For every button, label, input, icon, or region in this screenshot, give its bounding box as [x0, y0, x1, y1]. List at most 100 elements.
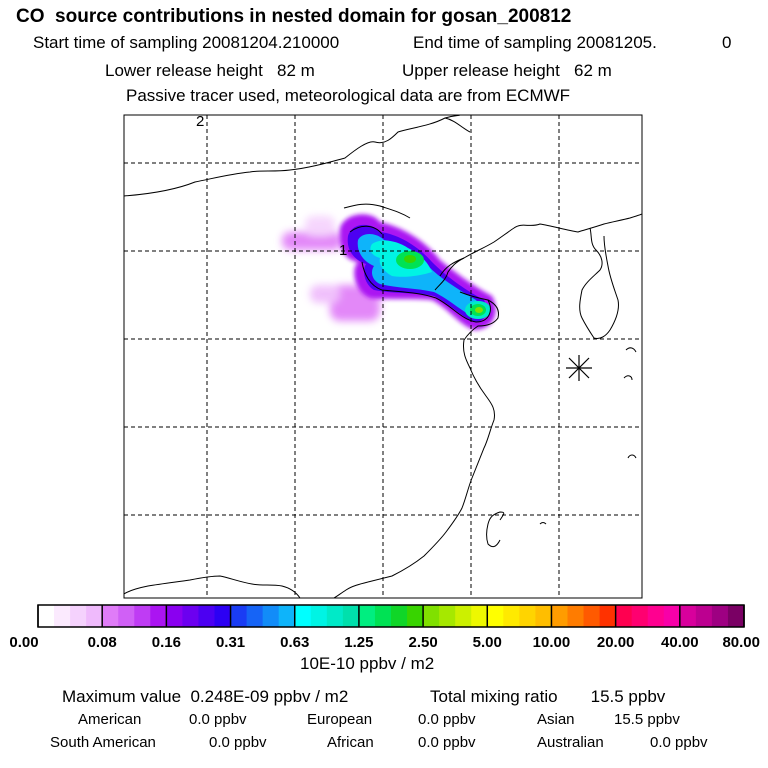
colorbar-cell [54, 605, 71, 627]
colorbar-frame [37, 604, 745, 628]
asian-value: 15.5 ppbv [614, 711, 680, 728]
colorbar-tick-labels: 0.00 0.08 0.16 0.31 0.63 1.25 2.50 5.00 10.00 20.… [9, 634, 760, 651]
colorbar-tick-label: 20.00 [597, 634, 635, 651]
island-1 [625, 347, 637, 353]
colorbar-tick-label: 80.00 [722, 634, 760, 651]
island-3 [627, 454, 637, 459]
australian-value: 0.0 ppbv [650, 734, 708, 751]
colorbar-cell [198, 605, 216, 627]
end-time-suffix: 0 [722, 33, 732, 52]
colorbar-tick-label: 0.08 [88, 634, 117, 651]
grid-label-2: 2 [196, 113, 204, 130]
china-south-coast [333, 581, 369, 598]
lat-lon-grid [124, 115, 642, 598]
colorbar-cell [535, 605, 553, 627]
colorbar-tick-label: 0.16 [152, 634, 181, 651]
colorbar-cell [711, 605, 729, 627]
grid-label-1: 1 [339, 242, 347, 259]
colorbar-cell [166, 605, 184, 627]
colorbar-tick-label: 1.25 [344, 634, 373, 651]
colorbar-unit: 10E-10 ppbv / m2 [300, 654, 435, 673]
border-north-east [444, 117, 471, 133]
colorbar-cell [391, 605, 408, 627]
colorbar-tick-label: 0.00 [9, 634, 38, 651]
colorbar-cell [70, 605, 87, 627]
colorbar-cell [310, 605, 328, 627]
colorbar-cell [326, 605, 344, 627]
bohai-north [439, 257, 465, 277]
colorbar-cell [278, 605, 296, 627]
colorbar-cell [471, 605, 488, 627]
total-mixing-ratio: Total mixing ratio 15.5 ppbv [430, 687, 666, 706]
colorbar [37, 604, 745, 628]
colorbar-tick-label: 40.00 [661, 634, 699, 651]
european-label: European [307, 711, 373, 728]
colorbar-cell [150, 605, 167, 627]
upper-release-height: Upper release height 62 m [402, 61, 612, 80]
manchuria-coast [434, 213, 642, 291]
african-label: African [327, 734, 374, 751]
colorbar-cell [262, 605, 280, 627]
colorbar-cell [519, 605, 537, 627]
island-4 [539, 522, 547, 525]
colorbar-cell [134, 605, 151, 627]
colorbar-cell [679, 605, 697, 627]
colorbar-cell [102, 605, 119, 627]
colorbar-cell [631, 605, 649, 627]
colorbar-cell [695, 605, 713, 627]
colorbar-cell [615, 605, 633, 627]
colorbar-cell [439, 605, 456, 627]
colorbar-cell [230, 605, 248, 627]
mongolia-border [124, 115, 461, 197]
max-value: Maximum value 0.248E-09 ppbv / m2 [62, 687, 349, 706]
concentration-plume [282, 214, 496, 330]
korea-peninsula [579, 227, 619, 339]
colorbar-tick-label: 5.00 [473, 634, 502, 651]
colorbar-cell [118, 605, 135, 627]
colorbar-cell [727, 605, 745, 627]
colorbar-cell [503, 605, 520, 627]
colorbar-cell [663, 605, 681, 627]
island-2 [623, 375, 633, 381]
colorbar-cell [86, 605, 103, 627]
colorbar-cell [455, 605, 472, 627]
colorbar-cell [246, 605, 264, 627]
plume-core-west-peak [404, 255, 416, 263]
colorbar-cell [583, 605, 601, 627]
end-time-label: End time of sampling 20081205. [413, 33, 657, 52]
colorbar-cell [423, 605, 440, 627]
lower-release-height: Lower release height 82 m [105, 61, 315, 80]
taiwan [486, 511, 505, 548]
coastlines [124, 115, 642, 598]
colorbar-tick-label: 10.00 [533, 634, 571, 651]
inner-border [343, 203, 411, 219]
african-value: 0.0 ppbv [418, 734, 476, 751]
colorbar-cell [599, 605, 617, 627]
colorbar-cell [647, 605, 665, 627]
colorbar-cell [294, 605, 312, 627]
colorbar-cell [214, 605, 232, 627]
colorbar-cell [342, 605, 360, 627]
colorbar-cell [374, 605, 392, 627]
asian-label: Asian [537, 711, 575, 728]
european-value: 0.0 ppbv [418, 711, 476, 728]
american-value: 0.0 ppbv [189, 711, 247, 728]
american-label: American [78, 711, 142, 728]
shandong-coast [459, 291, 499, 341]
colorbar-cell [567, 605, 585, 627]
plume-contour-3 [435, 297, 491, 323]
colorbar-cell [487, 605, 504, 627]
south-american-label: South American [50, 734, 156, 751]
colorbar-tick-label: 2.50 [408, 634, 437, 651]
colorbar-cell [551, 605, 569, 627]
colorbar-cell [358, 605, 376, 627]
colorbar-tick-label: 0.63 [280, 634, 309, 651]
plume-south-faint [310, 285, 340, 303]
plume-core-east-peak [475, 307, 483, 313]
tracer-note: Passive tracer used, meteorological data… [126, 86, 571, 105]
star-marker [566, 355, 592, 381]
plume-west-faint [305, 216, 335, 236]
colorbar-cell [38, 605, 55, 627]
south-american-value: 0.0 ppbv [209, 734, 267, 751]
